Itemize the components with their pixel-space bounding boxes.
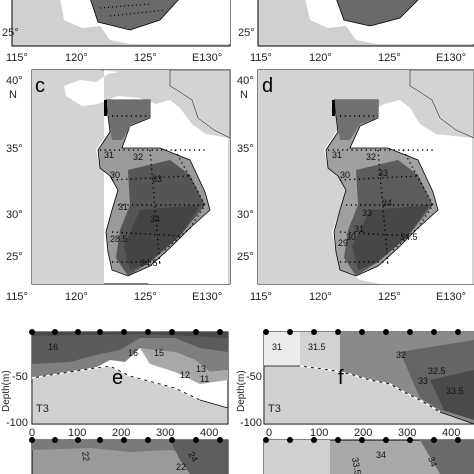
panel-a-partial: 25° [2, 0, 231, 47]
x-tick-label: 0 [29, 427, 35, 439]
contour-label: 34 [382, 198, 392, 208]
lat-tick-label: 40° [237, 75, 254, 87]
contour-label: 12 [180, 370, 190, 380]
x-tick-label: 400 [442, 427, 460, 439]
map-lon-ticks: 115° 120° 125° E130° 115° 120° 125° E130… [6, 291, 466, 303]
panel-label-f: f [338, 367, 344, 389]
panel-g-partial: 22 22 24 [29, 437, 229, 474]
x-tick-label: 300 [398, 427, 416, 439]
lon-tick-label: 125° [134, 291, 157, 303]
contour-label: 13 [196, 364, 206, 374]
lat-tick-label: 25° [237, 251, 254, 263]
x-tick-label: 0 [266, 427, 272, 439]
lon-tick-label: 125° [134, 52, 157, 64]
contour-label: 31 [332, 150, 342, 160]
north-label: N [240, 89, 248, 101]
y-axis-label: Depth(m) [1, 370, 12, 412]
panel-e-section: 16 16 15 13 12 11 e T3 Depth(m) -50 -100 [1, 329, 229, 429]
contour-label: 22 [176, 462, 186, 472]
transect-label: T3 [36, 403, 49, 415]
contour-label: 34 [426, 455, 439, 468]
contour-label: 24 [186, 450, 200, 464]
section-x-ticks: 0 100 200 300 400 0 100 200 300 400 [29, 427, 460, 439]
lon-tick-label: 120° [309, 291, 332, 303]
x-tick-label: 100 [68, 427, 86, 439]
contour-label: 33.5 [350, 457, 363, 474]
lon-tick-label: 115° [6, 291, 28, 303]
y-tick-label: -100 [6, 417, 28, 429]
contour-label: 33 [152, 174, 162, 184]
lon-tick-label: 120° [309, 52, 332, 64]
contour-label: 32.5 [428, 366, 446, 376]
y-tick-label: -50 [12, 371, 28, 383]
contour-label: 33 [378, 168, 388, 178]
lat-tick-label: 25° [238, 27, 255, 39]
lat-tick-label: 30° [6, 209, 23, 221]
contour-label: 31.5 [308, 342, 326, 352]
panel-b-partial: 25° [238, 0, 474, 47]
contour-label: 34 [150, 214, 160, 224]
lon-tick-label: 125° [378, 52, 401, 64]
lon-tick-label: 115° [250, 291, 272, 303]
contour-label: 33.5 [446, 386, 464, 396]
contour-label: 32 [133, 152, 143, 162]
contour-label: 16 [128, 348, 138, 358]
lat-tick-label: 35° [237, 143, 254, 155]
panel-label-e: e [112, 367, 123, 389]
contour-label: 15 [154, 348, 164, 358]
lon-tick-label: E130° [192, 291, 222, 303]
contour-label: 29 [338, 238, 348, 248]
lat-tick-label: 35° [6, 143, 23, 155]
contour-label: 32 [396, 350, 406, 360]
panel-label-c: c [35, 75, 45, 97]
contour-label: 30 [346, 232, 356, 242]
lon-tick-label: 115° [250, 52, 272, 64]
contour-label: 34 [376, 450, 386, 460]
contour-label: 30 [340, 170, 350, 180]
x-tick-label: 200 [354, 427, 372, 439]
panel-label-d: d [262, 75, 273, 97]
top-row-lon-ticks: 115° 120° 125° E130° 115° 120° 125° E130… [6, 52, 466, 64]
panel-c-map: 31 32 30 33 31 34 28.5 34.5 c 40° N 35° … [6, 69, 231, 285]
transect-label: T3 [268, 403, 281, 415]
panel-h-partial: 33.5 34 34 [263, 437, 474, 474]
x-tick-label: 200 [112, 427, 130, 439]
y-tick-label: -50 [246, 371, 262, 383]
contour-label: 32 [366, 152, 376, 162]
contour-label: 31 [118, 202, 128, 212]
contour-label: 30 [110, 170, 120, 180]
panel-d-map: 31 32 30 33 33 34 29 30 31 34.5 d 40° N … [237, 69, 474, 285]
lon-tick-label: E130° [192, 52, 222, 64]
contour-label: 31 [354, 224, 364, 234]
contour-label: 31 [272, 342, 282, 352]
lon-tick-label: 120° [65, 52, 88, 64]
lon-tick-label: E130° [436, 52, 466, 64]
contour-label: 22 [80, 451, 92, 463]
contour-label: 28.5 [110, 234, 128, 244]
x-tick-label: 100 [310, 427, 328, 439]
lat-tick-label: 25° [6, 251, 23, 263]
lon-tick-label: 120° [65, 291, 88, 303]
y-axis-label: Depth(m) [236, 370, 247, 412]
contour-label: 16 [48, 342, 58, 352]
x-tick-label: 300 [156, 427, 174, 439]
contour-label: 31 [104, 150, 114, 160]
contour-label: 33 [362, 208, 372, 218]
lat-tick-label: 40° [6, 75, 23, 87]
contour-label: 34.5 [140, 258, 158, 268]
contour-label: 34.5 [400, 232, 418, 242]
north-label: N [9, 89, 17, 101]
lon-tick-label: 115° [6, 52, 28, 64]
panel-f-section: 31 31.5 32 32.5 33 33.5 f T3 Depth(m) -5… [236, 329, 474, 429]
lat-tick-label: 25° [2, 27, 19, 39]
contour-label: 33 [418, 376, 428, 386]
lat-tick-label: 30° [237, 209, 254, 221]
lon-tick-label: 125° [378, 291, 401, 303]
contour-label: 11 [200, 374, 209, 384]
lon-tick-label: E130° [436, 291, 466, 303]
y-tick-label: -100 [240, 417, 262, 429]
x-tick-label: 400 [200, 427, 218, 439]
